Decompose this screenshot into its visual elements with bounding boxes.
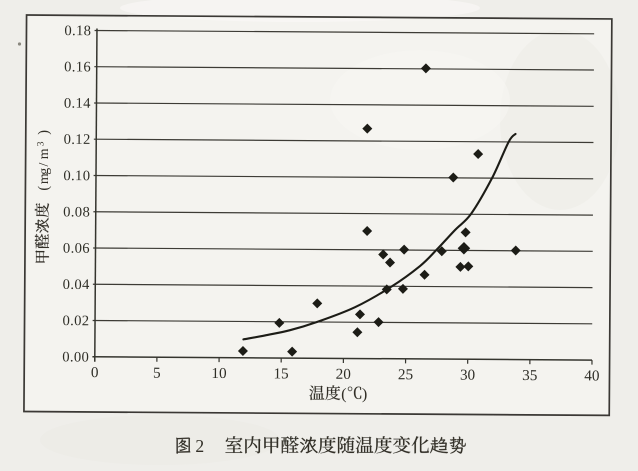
svg-text:/: / [36,163,51,167]
svg-text:(: ( [36,186,52,191]
svg-text:35: 35 [522,367,537,384]
svg-text:0.08: 0.08 [63,204,90,220]
svg-text:0.16: 0.16 [64,59,91,75]
svg-text:40: 40 [584,367,600,384]
svg-text:0.18: 0.18 [64,23,91,39]
svg-text:0: 0 [91,364,99,381]
svg-text:0.10: 0.10 [63,168,90,184]
svg-text:25: 25 [398,366,413,383]
svg-text:0.02: 0.02 [62,313,89,329]
svg-text:g: g [36,168,51,175]
svg-text:): ) [362,384,367,403]
svg-text:0.14: 0.14 [64,96,91,112]
svg-text:15: 15 [273,365,288,382]
svg-text:2: 2 [195,436,204,456]
svg-text:(: ( [341,384,346,403]
svg-text:): ) [36,130,52,135]
svg-text:0.00: 0.00 [62,349,89,365]
svg-text:0.12: 0.12 [64,132,91,148]
svg-text:10: 10 [211,365,227,382]
svg-text:3: 3 [37,141,47,146]
svg-text:20: 20 [336,366,352,383]
svg-text:m: m [36,148,51,159]
svg-text:30: 30 [460,367,476,384]
svg-text:0.04: 0.04 [63,277,90,293]
svg-text:0.06: 0.06 [63,241,90,257]
svg-text:5: 5 [153,365,161,382]
